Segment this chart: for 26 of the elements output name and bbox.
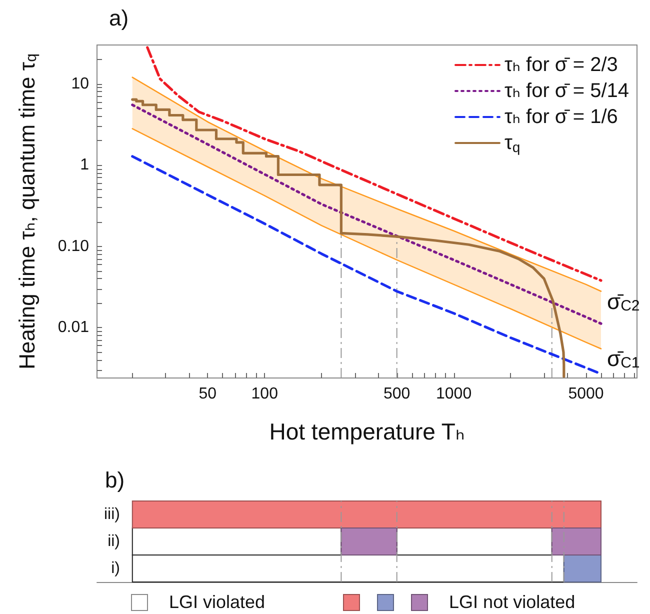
legend-label: τₕ for σ̄ = 2/3 — [504, 54, 618, 76]
y-tick-label: iii) — [104, 506, 120, 523]
x-tick-label: 500 — [383, 386, 410, 402]
x-tick-label: 50 — [198, 386, 217, 402]
x-tick-label: 100 — [251, 386, 278, 402]
x-axis-title: Hot temperature Tₕ — [269, 418, 465, 444]
bar — [132, 500, 602, 528]
y-tick-label: ii) — [108, 533, 120, 550]
x-tick-label: 1000 — [436, 386, 472, 402]
y-axis-title: Heating time τₕ, quantum time τq — [14, 54, 40, 370]
chart-title: a) — [109, 6, 129, 30]
bar — [563, 554, 602, 582]
annotation: σ̄C2 — [606, 288, 640, 314]
y-tick-label: 1 — [80, 156, 90, 174]
y-tick-label: i) — [111, 560, 120, 577]
bar — [551, 528, 602, 556]
y-tick-label: 10 — [71, 75, 90, 92]
legend-label: τₕ for σ̄ = 5/14 — [504, 80, 630, 102]
y-tick-label: 0.10 — [58, 238, 90, 255]
legend-label: LGI not violated — [449, 592, 576, 613]
legend-label: τₕ for σ̄ = 1/6 — [504, 106, 618, 128]
x-tick-label: 5000 — [568, 386, 604, 402]
chart-title: b) — [105, 468, 125, 492]
series-label: LGI violated — [169, 592, 266, 613]
annotation: σ̄C1 — [606, 346, 640, 372]
y-tick-label: 0.01 — [58, 319, 90, 336]
